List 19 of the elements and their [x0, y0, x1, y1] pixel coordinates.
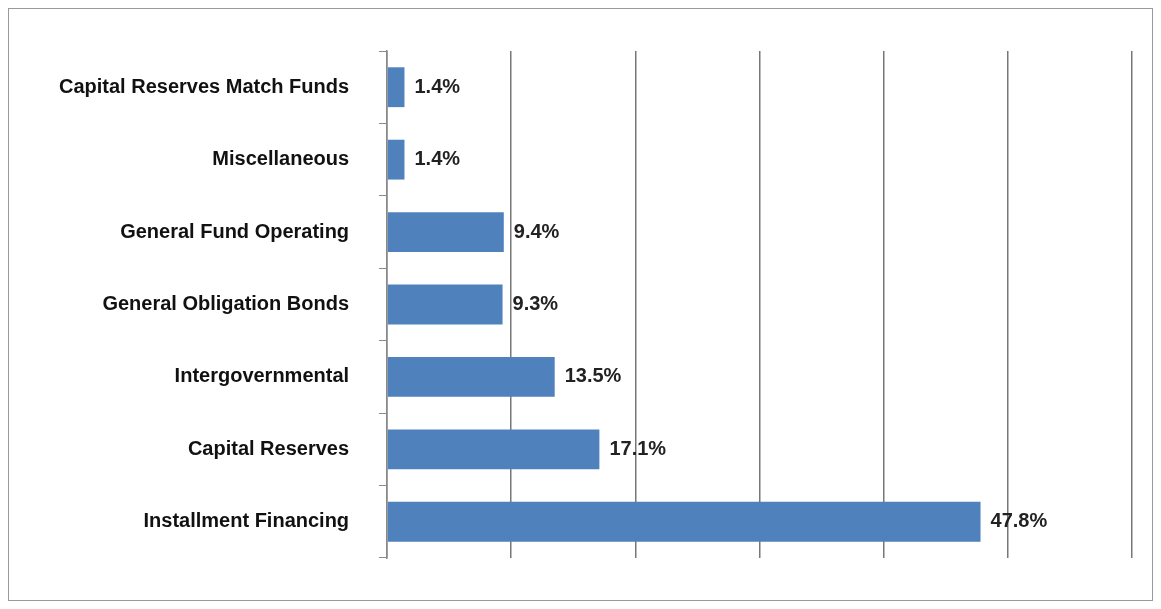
y-tick-label: Capital Reserves Match Funds: [58, 74, 350, 97]
bar: [387, 429, 600, 470]
data-label: 1.4%: [414, 74, 461, 97]
bar: [387, 212, 504, 252]
y-tick-label: General Fund Operating: [120, 219, 350, 242]
y-tick-label: Installment Financing: [143, 509, 350, 532]
bar: [387, 284, 503, 325]
data-label: 9.3%: [512, 292, 559, 315]
data-label: 1.4%: [414, 147, 461, 170]
bar: [387, 357, 555, 397]
data-label: 13.5%: [564, 364, 622, 387]
y-tick-label: Miscellaneous: [212, 147, 350, 170]
data-label: 9.4%: [513, 219, 560, 242]
y-tick-label: Capital Reserves: [187, 436, 350, 459]
bar: [387, 501, 981, 542]
y-tick-label: General Obligation Bonds: [102, 292, 350, 315]
bar: [387, 67, 405, 108]
y-tick-label: Intergovernmental: [174, 364, 350, 387]
bar: [387, 139, 405, 180]
